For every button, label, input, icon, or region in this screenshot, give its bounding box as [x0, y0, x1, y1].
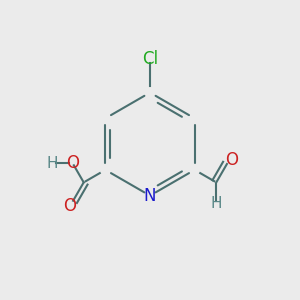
Text: O: O [225, 151, 239, 169]
Text: N: N [144, 187, 156, 205]
Text: Cl: Cl [142, 50, 158, 68]
Text: O: O [66, 154, 79, 172]
Text: H: H [211, 196, 222, 211]
Text: H: H [47, 156, 58, 171]
Text: O: O [63, 197, 76, 215]
